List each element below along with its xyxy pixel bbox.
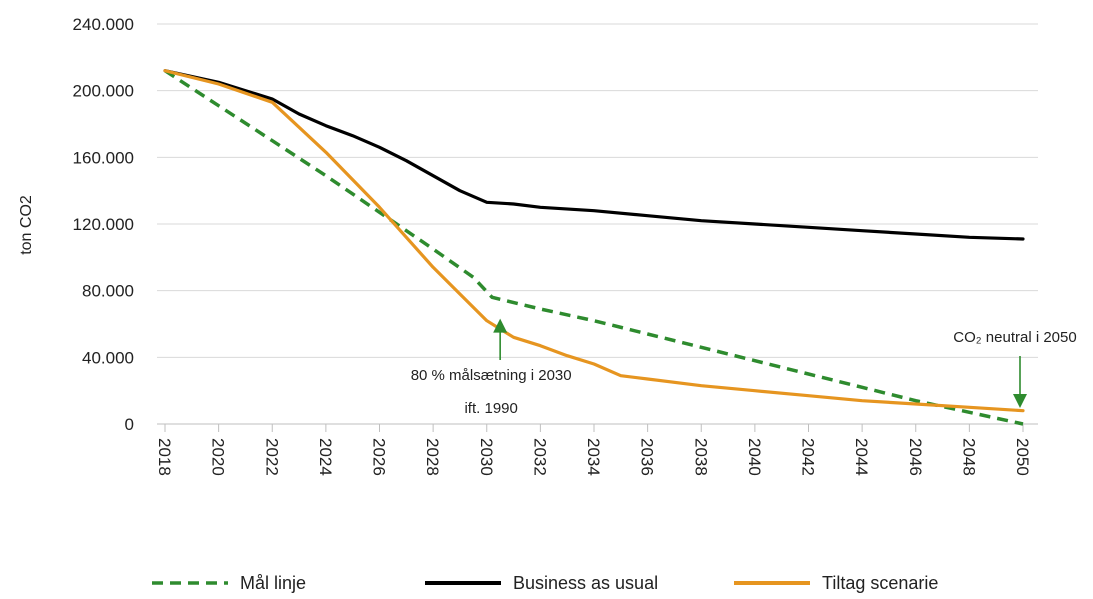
x-tick-label: 2042	[799, 438, 818, 476]
x-tick-label: 2040	[745, 438, 764, 476]
x-tick-label: 2048	[959, 438, 978, 476]
x-tick-label: 2044	[852, 438, 871, 476]
x-tick-label: 2028	[423, 438, 442, 476]
y-tick-label: 200.000	[73, 82, 134, 101]
x-tick-label: 2032	[530, 438, 549, 476]
legend-label-1: Business as usual	[513, 573, 658, 593]
y-tick-label: 160.000	[73, 148, 134, 167]
x-tick-label: 2024	[316, 438, 335, 476]
annotation-text-2030: 80 % målsætning i 2030	[411, 367, 572, 384]
x-tick-label: 2036	[638, 438, 657, 476]
annotation-arrowhead-2030	[493, 318, 508, 333]
series-line-1	[163, 69, 1025, 241]
x-tick-label: 2038	[691, 438, 710, 476]
y-tick-label: 40.000	[82, 348, 134, 367]
x-tick-label: 2020	[209, 438, 228, 476]
grid	[157, 23, 1038, 358]
legend-label-2: Tiltag scenarie	[822, 573, 938, 593]
x-tick-label: 2046	[906, 438, 925, 476]
y-tick-label: 0	[125, 415, 134, 434]
annotation-text-2050: CO₂ neutral i 2050	[953, 329, 1076, 346]
x-tick-label: 2018	[155, 438, 174, 476]
annotation-arrowhead-2050	[1013, 394, 1027, 408]
annotation-text-2030-line2: ift. 1990	[464, 400, 517, 417]
series-line-2	[163, 69, 1025, 413]
x-axis: 2018 2020 2022 2024 2026 2028 2030 2032 2034 2036…	[155, 423, 1038, 476]
x-tick-label: 2026	[370, 438, 389, 476]
y-axis-ticks: 0 40.000 80.000 120.000 160.000 200.000 240.00…	[73, 15, 134, 434]
y-axis-title: ton CO2	[18, 195, 35, 255]
legend-label-0: Mål linje	[240, 573, 306, 593]
x-tick-label: 2030	[477, 438, 496, 476]
y-tick-label: 80.000	[82, 282, 134, 301]
y-tick-label: 240.000	[73, 15, 134, 34]
y-tick-label: 120.000	[73, 215, 134, 234]
legend: Mål linje Business as usual Tiltag scenari…	[152, 573, 938, 593]
series-line-0	[164, 69, 1024, 426]
annotations: 80 % målsætning i 2030 ift. 1990 CO₂ neutr…	[411, 318, 1077, 417]
x-tick-label: 2022	[262, 438, 281, 476]
x-tick-label: 2034	[584, 438, 603, 476]
x-tick-label: 2050	[1013, 438, 1032, 476]
series-layer	[163, 69, 1025, 426]
